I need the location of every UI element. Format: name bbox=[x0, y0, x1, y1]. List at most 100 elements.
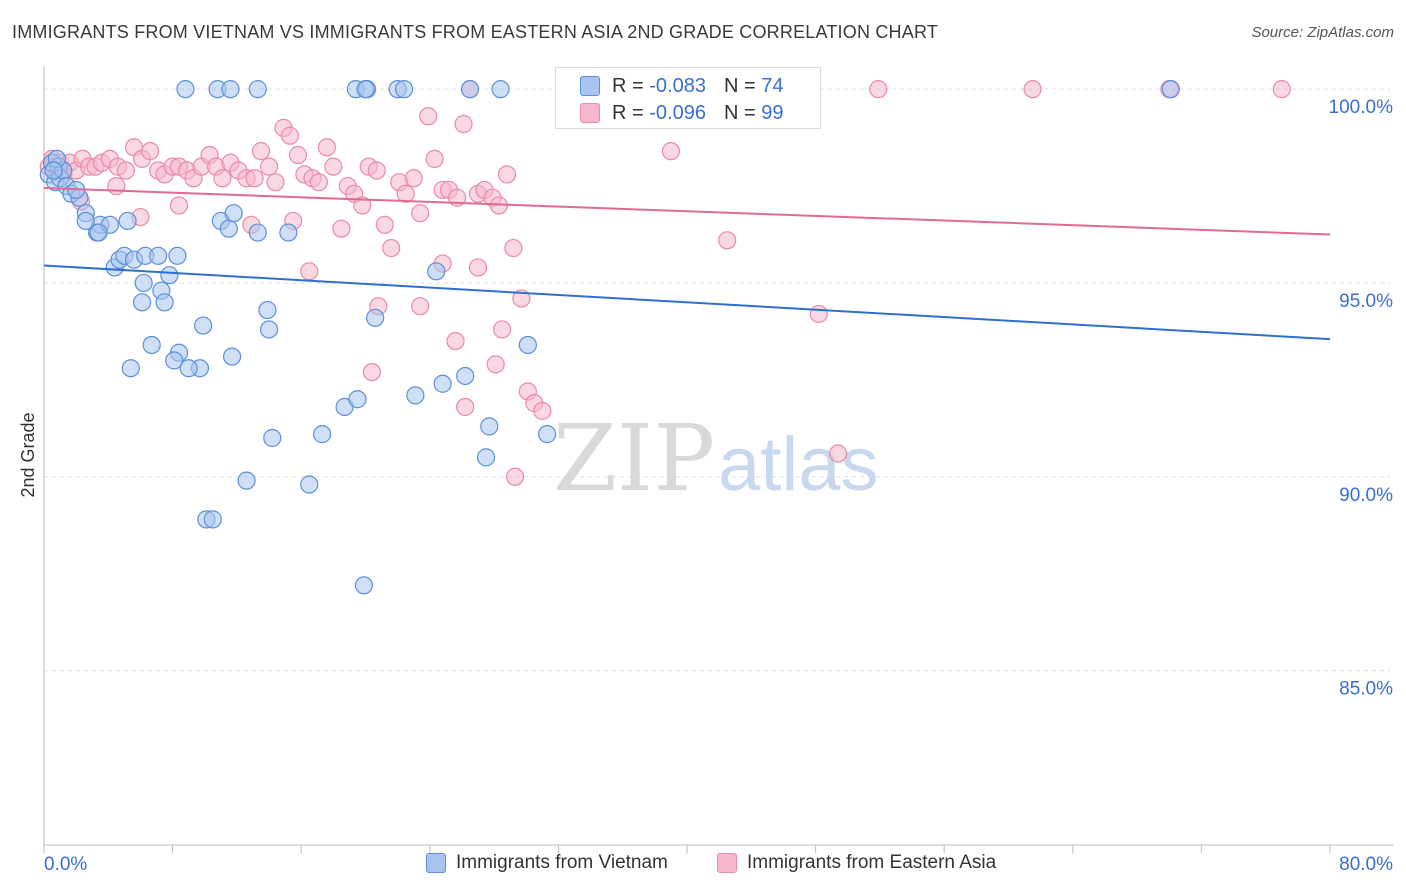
point-vietnam bbox=[1161, 80, 1180, 99]
eastern-asia-swatch bbox=[717, 853, 737, 873]
point-vietnam bbox=[460, 80, 480, 99]
point-eastern-asia bbox=[661, 142, 681, 161]
legend-label-vietnam: Immigrants from Vietnam bbox=[456, 852, 668, 873]
eastern-asia-swatch bbox=[580, 103, 600, 123]
point-vietnam bbox=[179, 359, 198, 378]
point-eastern-asia bbox=[411, 297, 430, 316]
point-vietnam bbox=[224, 204, 243, 223]
source-label: Source: ZipAtlas.com bbox=[1251, 24, 1394, 41]
point-eastern-asia bbox=[213, 169, 232, 188]
point-eastern-asia bbox=[375, 215, 394, 234]
point-vietnam bbox=[248, 223, 267, 242]
point-vietnam bbox=[118, 211, 137, 231]
point-vietnam bbox=[44, 161, 63, 180]
y-tick-label: 95.0% bbox=[1339, 291, 1393, 312]
r-value: -0.083 bbox=[649, 74, 706, 97]
point-eastern-asia bbox=[169, 196, 189, 215]
point-eastern-asia bbox=[300, 262, 319, 281]
point-vietnam bbox=[132, 293, 152, 312]
point-eastern-asia bbox=[425, 149, 444, 169]
point-vietnam bbox=[259, 320, 279, 339]
point-vietnam bbox=[394, 80, 414, 99]
y-tick-label: 85.0% bbox=[1339, 679, 1393, 700]
point-eastern-asia bbox=[280, 126, 300, 145]
bottom-legend: Immigrants from Vietnam Immigrants from … bbox=[0, 852, 1406, 878]
y-tick-label: 90.0% bbox=[1339, 485, 1393, 506]
point-eastern-asia bbox=[140, 142, 160, 161]
y-axis-label: 2nd Grade bbox=[18, 412, 38, 497]
point-vietnam bbox=[194, 316, 213, 335]
point-eastern-asia bbox=[404, 169, 423, 188]
point-vietnam bbox=[258, 300, 277, 320]
point-eastern-asia bbox=[324, 157, 343, 176]
point-vietnam bbox=[219, 219, 238, 238]
point-eastern-asia bbox=[505, 467, 525, 486]
point-eastern-asia bbox=[718, 231, 737, 250]
x-tick-label-max: 80.0% bbox=[1339, 854, 1393, 875]
point-eastern-asia bbox=[362, 362, 382, 382]
point-vietnam bbox=[203, 510, 222, 529]
point-vietnam bbox=[149, 246, 168, 265]
n-value: 74 bbox=[761, 74, 784, 97]
point-vietnam bbox=[300, 475, 319, 494]
vietnam-swatch bbox=[426, 853, 446, 873]
point-vietnam bbox=[518, 335, 537, 355]
point-eastern-asia bbox=[468, 258, 488, 277]
point-eastern-asia bbox=[266, 173, 285, 192]
watermark-zip: ZIP bbox=[553, 405, 715, 512]
trend-line-vietnam bbox=[43, 264, 1331, 341]
point-vietnam bbox=[406, 386, 425, 405]
chart-title: IMMIGRANTS FROM VIETNAM VS IMMIGRANTS FR… bbox=[12, 22, 939, 42]
point-vietnam bbox=[176, 80, 195, 99]
n-label: N = bbox=[723, 74, 756, 97]
point-vietnam bbox=[237, 471, 256, 490]
point-eastern-asia bbox=[419, 107, 438, 126]
legend-item-eastern-asia: Immigrants from Eastern Asia bbox=[717, 852, 996, 874]
point-eastern-asia bbox=[512, 289, 531, 308]
point-eastern-asia bbox=[288, 145, 308, 165]
point-eastern-asia bbox=[493, 320, 512, 339]
point-eastern-asia bbox=[317, 138, 337, 157]
point-vietnam bbox=[312, 425, 332, 444]
r-value: -0.096 bbox=[649, 101, 706, 124]
point-vietnam bbox=[263, 428, 282, 448]
r-label: R = bbox=[612, 74, 644, 97]
point-vietnam bbox=[538, 425, 557, 444]
point-eastern-asia bbox=[446, 331, 465, 351]
tick-labels: 85.0% 90.0% 95.0% 100.0% 0.0% 80.0% 2nd Grade bbox=[18, 97, 1393, 875]
point-vietnam bbox=[456, 366, 475, 386]
r-label: R = bbox=[612, 101, 644, 124]
point-vietnam bbox=[89, 223, 108, 242]
grid-lines bbox=[44, 88, 1390, 672]
series-eastern-asia-points bbox=[39, 80, 1291, 486]
legend-row-eastern-asia: R = -0.096 N = 99 bbox=[580, 100, 783, 126]
point-eastern-asia bbox=[116, 161, 136, 180]
point-vietnam bbox=[121, 359, 140, 378]
point-vietnam bbox=[366, 308, 385, 327]
point-vietnam bbox=[279, 223, 298, 242]
point-vietnam bbox=[221, 80, 240, 99]
correlation-legend-box: R = -0.083 N = 74 R = -0.096 N = 99 bbox=[555, 67, 821, 129]
trend-lines bbox=[43, 186, 1331, 341]
point-eastern-asia bbox=[353, 196, 372, 215]
point-vietnam bbox=[222, 347, 242, 366]
point-vietnam bbox=[480, 417, 499, 436]
legend-row-vietnam: R = -0.083 N = 74 bbox=[580, 73, 784, 99]
point-eastern-asia bbox=[1272, 80, 1291, 99]
point-eastern-asia bbox=[504, 238, 523, 258]
point-eastern-asia bbox=[251, 142, 271, 161]
point-vietnam bbox=[76, 211, 95, 231]
point-vietnam bbox=[248, 80, 267, 99]
point-eastern-asia bbox=[456, 397, 475, 417]
point-vietnam bbox=[348, 390, 367, 409]
n-label: N = bbox=[723, 101, 756, 124]
point-eastern-asia bbox=[454, 114, 473, 134]
point-eastern-asia bbox=[411, 204, 430, 223]
point-vietnam bbox=[433, 374, 452, 393]
x-tick-label-min: 0.0% bbox=[44, 854, 87, 875]
point-eastern-asia bbox=[259, 157, 279, 176]
point-eastern-asia bbox=[396, 184, 415, 203]
point-vietnam bbox=[155, 293, 174, 312]
trend-line-eastern-asia bbox=[43, 186, 1331, 236]
